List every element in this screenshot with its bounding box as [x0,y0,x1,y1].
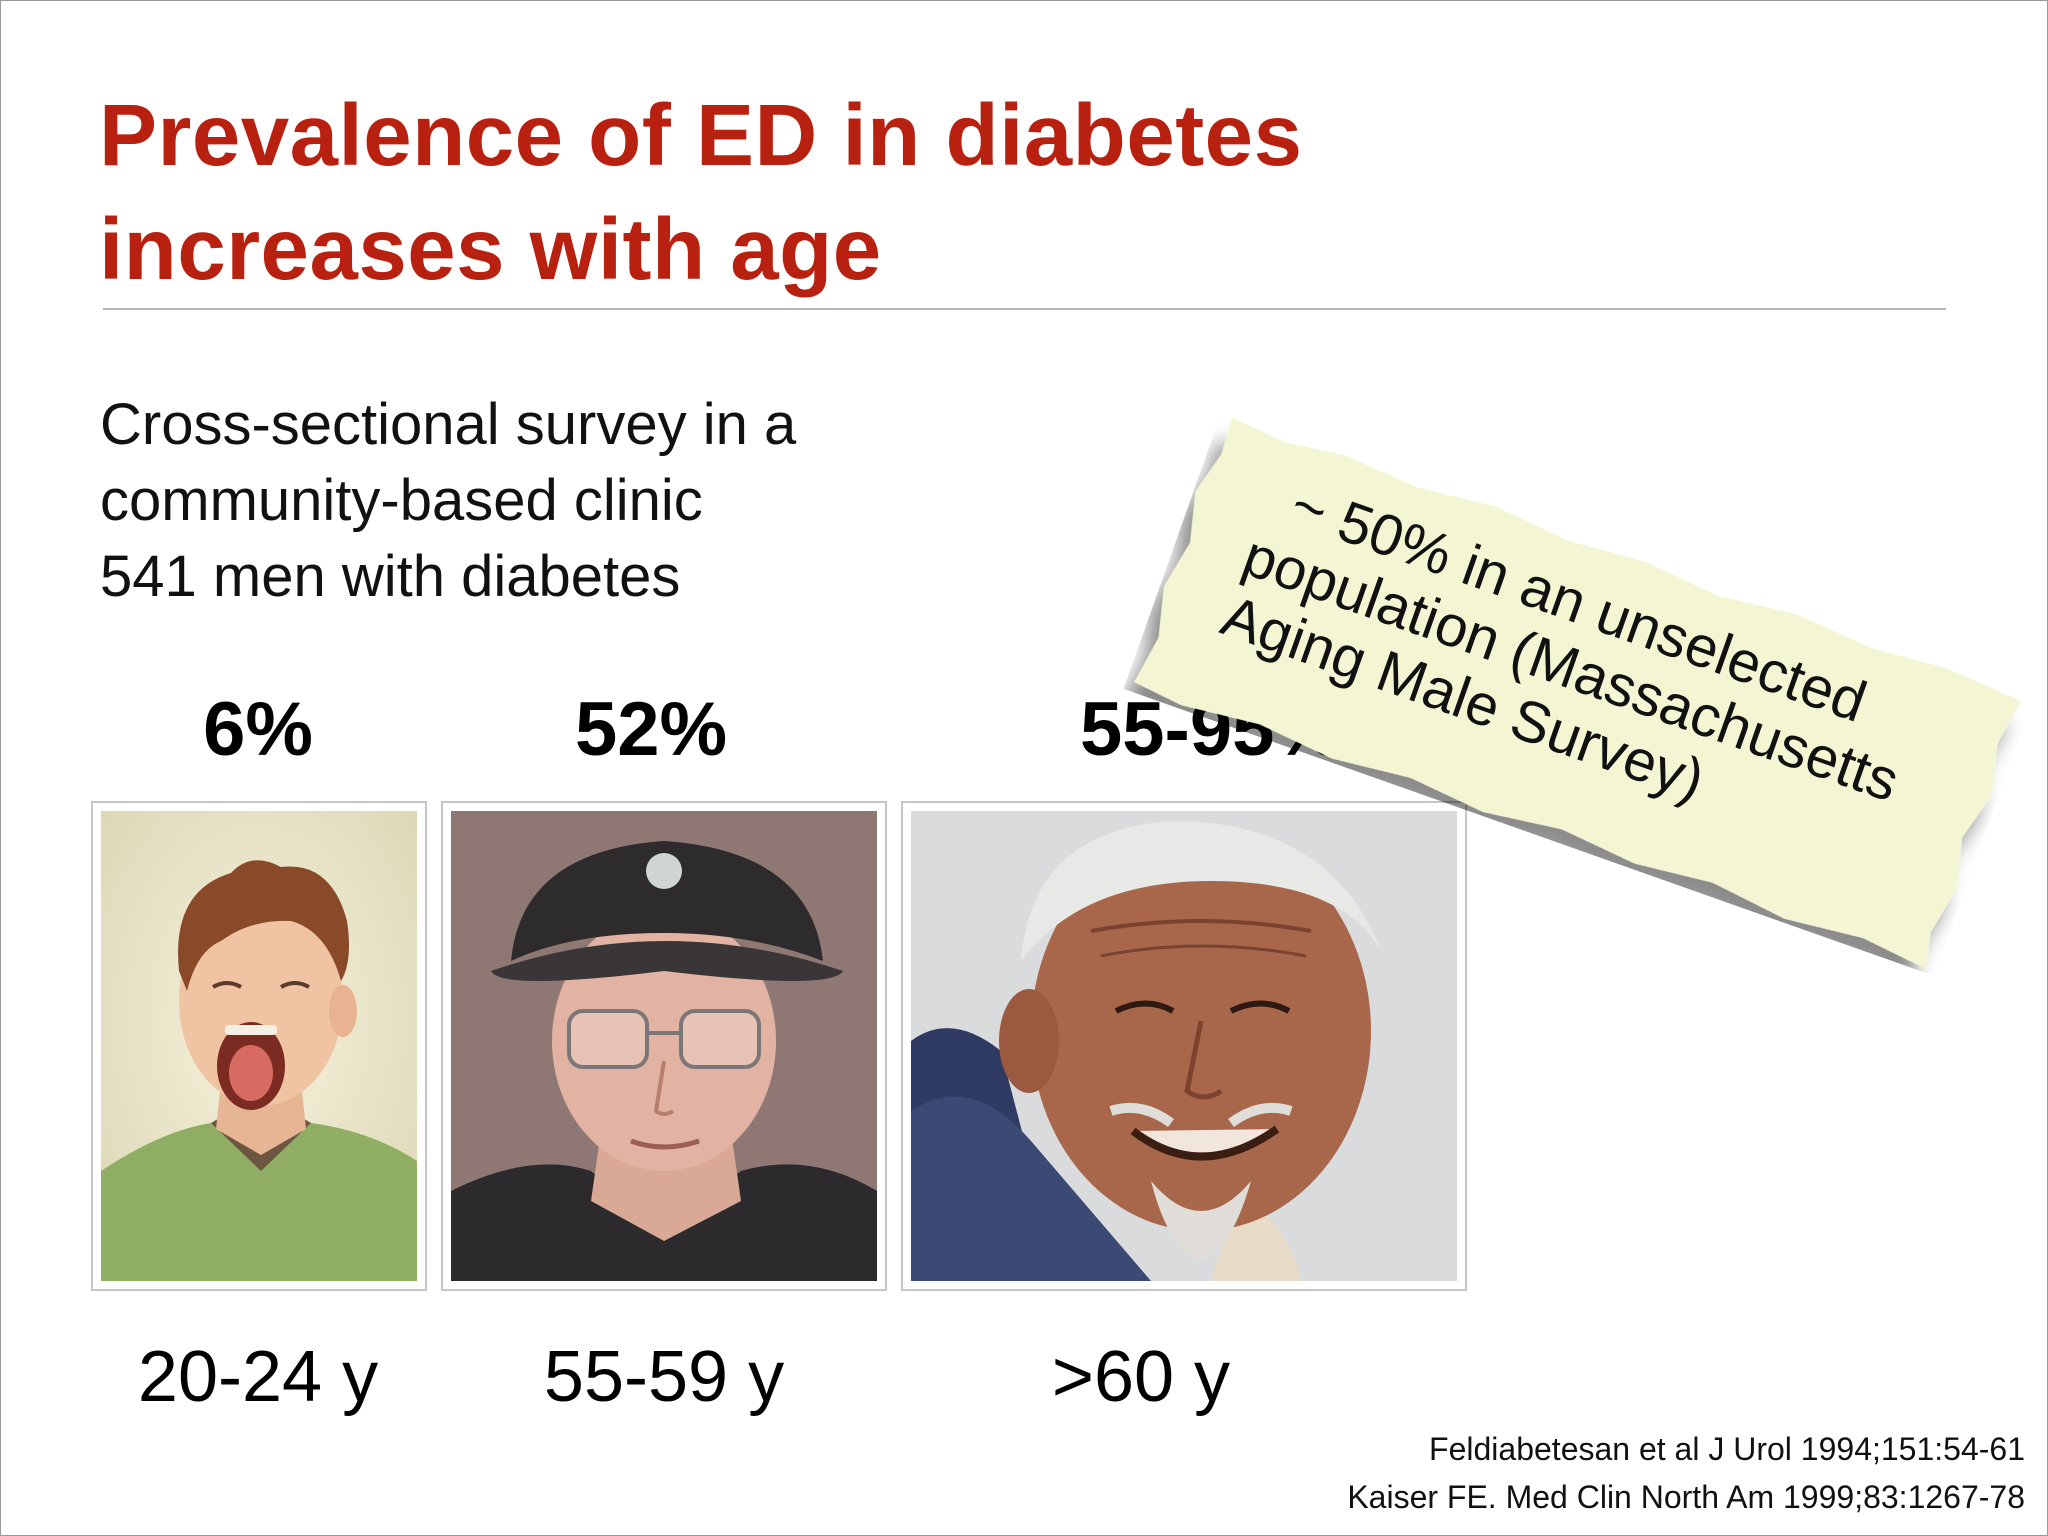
young-man-yawning-image [101,811,417,1281]
percent-group-1: 6% [203,687,313,772]
reference-2: Kaiser FE. Med Clin North Am 1999;83:126… [1347,1479,2025,1515]
reference-1: Feldiabetesan et al J Urol 1994;151:54-6… [1429,1431,2025,1467]
slide-title: Prevalence of ED in diabetes increases w… [99,79,1599,307]
percent-group-2: 52% [574,687,728,772]
torn-paper-shape [1134,417,2021,969]
references: Feldiabetesan et al J Urol 1994;151:54-6… [1347,1425,2025,1521]
torn-paper-note: ~ 50% in an unselected population (Massa… [1124,406,2035,976]
age-group-1: 20-24 y [137,1337,379,1417]
title-divider [103,308,1946,310]
photo-older-man-cap [441,801,887,1291]
slide-title-line-2: increases with age [99,201,882,298]
description-line-1: Cross-sectional survey in a [100,392,797,457]
age-group-3: >60 y [1051,1337,1231,1417]
photo-young-man [91,801,427,1291]
age-group-2: 55-59 y [543,1337,785,1417]
description-line-3: 541 men with diabetes [100,544,681,609]
elderly-man-smiling-image [911,811,1457,1281]
description-line-2: community-based clinic [100,468,703,533]
older-man-cap-image [451,811,877,1281]
slide-title-line-1: Prevalence of ED in diabetes [99,87,1303,184]
photo-elderly-man-smiling [901,801,1467,1291]
study-description: Cross-sectional survey in a community-ba… [100,387,796,615]
